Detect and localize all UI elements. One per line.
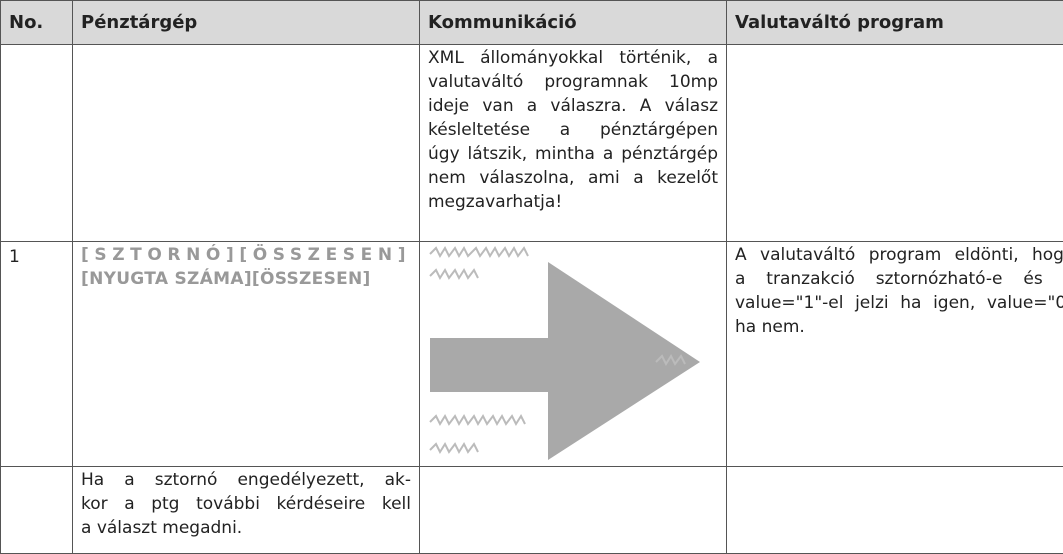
cell-line: [NYUGTA SZÁMA][ÖSSZESEN] (81, 269, 371, 289)
table-cell (420, 467, 727, 554)
cell-text: 1 (9, 247, 20, 267)
table-cell (0, 45, 73, 242)
table-cell (0, 467, 73, 554)
header-cell: No. (0, 0, 73, 45)
cell-line: késleltetése a pénztárgépen (428, 120, 718, 140)
cell-line: Ha a sztornó engedélyezett, ak- (81, 470, 411, 490)
cell-line: a választ megadni. (81, 518, 243, 538)
header-cell: Valutaváltó program (727, 0, 1063, 45)
cell-line: kor a ptg további kérdéseire kell (81, 494, 411, 514)
cell-line: ideje van a válaszra. A válasz (428, 96, 718, 116)
table-cell: Ha a sztornó engedélyezett, ak-kor a ptg… (73, 467, 420, 554)
header-cell: Kommunikáció (420, 0, 727, 45)
cell-line: úgy látszik, mintha a pénztárgép (428, 144, 718, 164)
table-cell: 1 (0, 242, 73, 467)
cell-line: megzavarhatja! (428, 192, 563, 212)
table-cell: XML állományokkal történik, a valutaváltó… (420, 45, 727, 242)
cell-line: valutaváltó programnak 10mp (428, 72, 718, 92)
cell-line: value="1"-el jelzi ha igen, value="0" (735, 293, 1063, 313)
header-cell: Pénztárgép (73, 0, 420, 45)
cell-line: XML állományokkal történik, a (428, 48, 718, 68)
cell-line: [SZTORNÓ][ÖSSZESEN] (81, 245, 412, 265)
table-cell (420, 242, 727, 467)
cell-line: a tranzakció sztornózható-e és a (735, 269, 1063, 289)
cell-line: ha nem. (735, 317, 805, 337)
cell-line: A valutaváltó program eldönti, hogy (735, 245, 1063, 265)
cell-line: nem válaszolna, ami a kezelőt (428, 168, 718, 188)
table-cell (73, 45, 420, 242)
table-cell (727, 467, 1063, 554)
table-cell: A valutaváltó program eldönti, hogy a tra… (727, 242, 1063, 467)
table-cell: [SZTORNÓ][ÖSSZESEN] [NYUGTA SZÁMA][ÖSSZES… (73, 242, 420, 467)
table-cell (727, 45, 1063, 242)
